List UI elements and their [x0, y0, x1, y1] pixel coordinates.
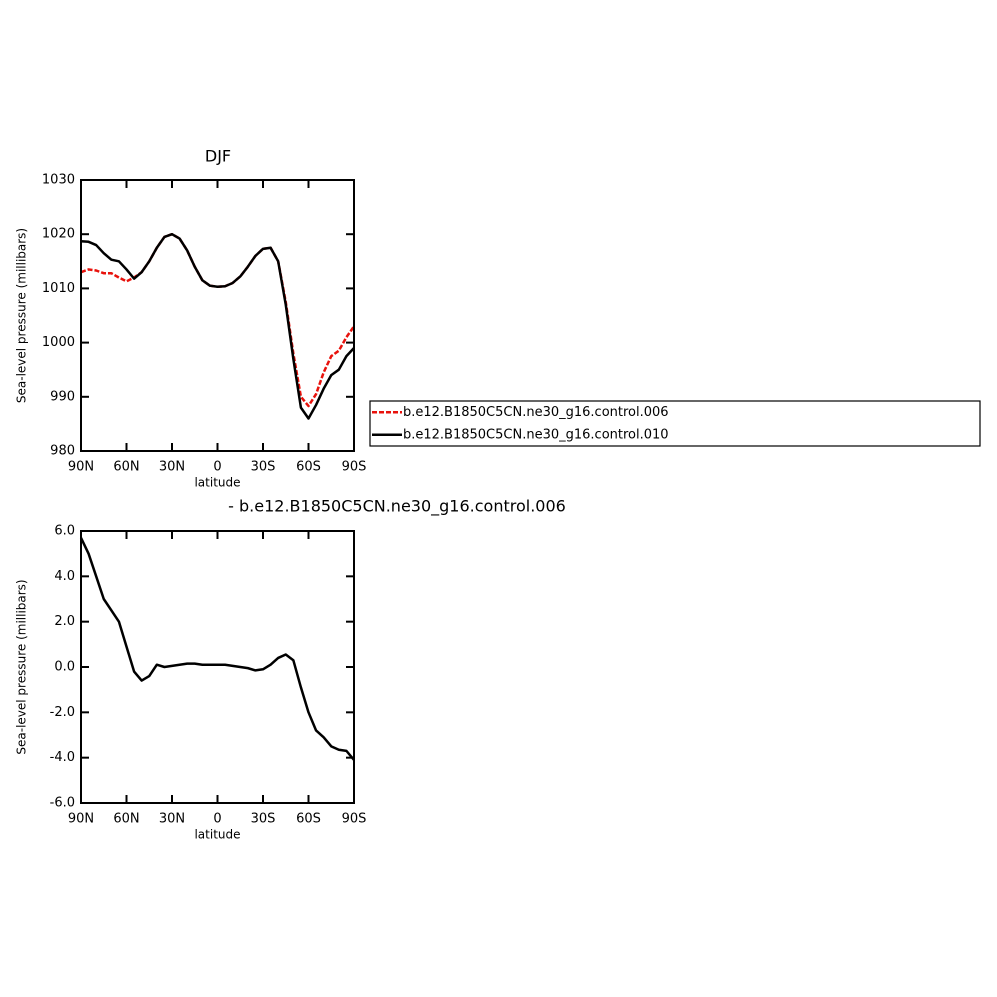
y-tick-label: 1030: [42, 173, 75, 188]
data-line: [80, 232, 355, 420]
y-tick-label: 1000: [42, 335, 75, 350]
x-axis-label: latitude: [194, 828, 240, 842]
x-tick-label: 30S: [251, 812, 276, 827]
x-tick-label: 60N: [113, 460, 139, 475]
plot-frame: [80, 530, 355, 804]
x-tick-label: 90N: [68, 460, 94, 475]
y-axis-label: Sea-level pressure (millibars): [15, 228, 29, 403]
x-tick-label: 60S: [296, 460, 321, 475]
y-tick-label: 2.0: [54, 614, 75, 629]
y-tick-label: 6.0: [54, 524, 75, 539]
x-tick-label: 60S: [296, 812, 321, 827]
y-tick-label: 980: [50, 444, 75, 459]
y-tick-label: 0.0: [54, 660, 75, 675]
data-line: [79, 537, 355, 761]
data-line: [80, 232, 356, 408]
legend-label: b.e12.B1850C5CN.ne30_g16.control.006: [403, 405, 669, 420]
plot-frame: [80, 179, 355, 452]
x-tick-label: 30N: [159, 460, 185, 475]
x-tick-label: 0: [213, 812, 221, 827]
x-tick-label: 60N: [113, 812, 139, 827]
x-tick-label: 90S: [342, 460, 367, 475]
chart-title: - b.e12.B1850C5CN.ne30_g16.control.006: [228, 497, 566, 517]
y-tick-label: 990: [50, 389, 75, 404]
chart-title: DJF: [205, 147, 231, 166]
y-tick-label: -4.0: [50, 750, 75, 765]
y-tick-label: 4.0: [54, 569, 75, 584]
y-tick-label: 1020: [42, 227, 75, 242]
x-tick-label: 30N: [159, 812, 185, 827]
x-tick-label: 0: [213, 460, 221, 475]
legend-label: b.e12.B1850C5CN.ne30_g16.control.010: [403, 427, 669, 442]
y-tick-label: -6.0: [50, 796, 75, 811]
y-axis-label: Sea-level pressure (millibars): [15, 579, 29, 754]
y-tick-label: -2.0: [50, 705, 75, 720]
x-axis-label: latitude: [194, 476, 240, 490]
y-tick-label: 1010: [42, 281, 75, 296]
x-tick-label: 90S: [342, 812, 367, 827]
x-tick-label: 30S: [251, 460, 276, 475]
x-tick-label: 90N: [68, 812, 94, 827]
legend-box: [369, 400, 981, 447]
